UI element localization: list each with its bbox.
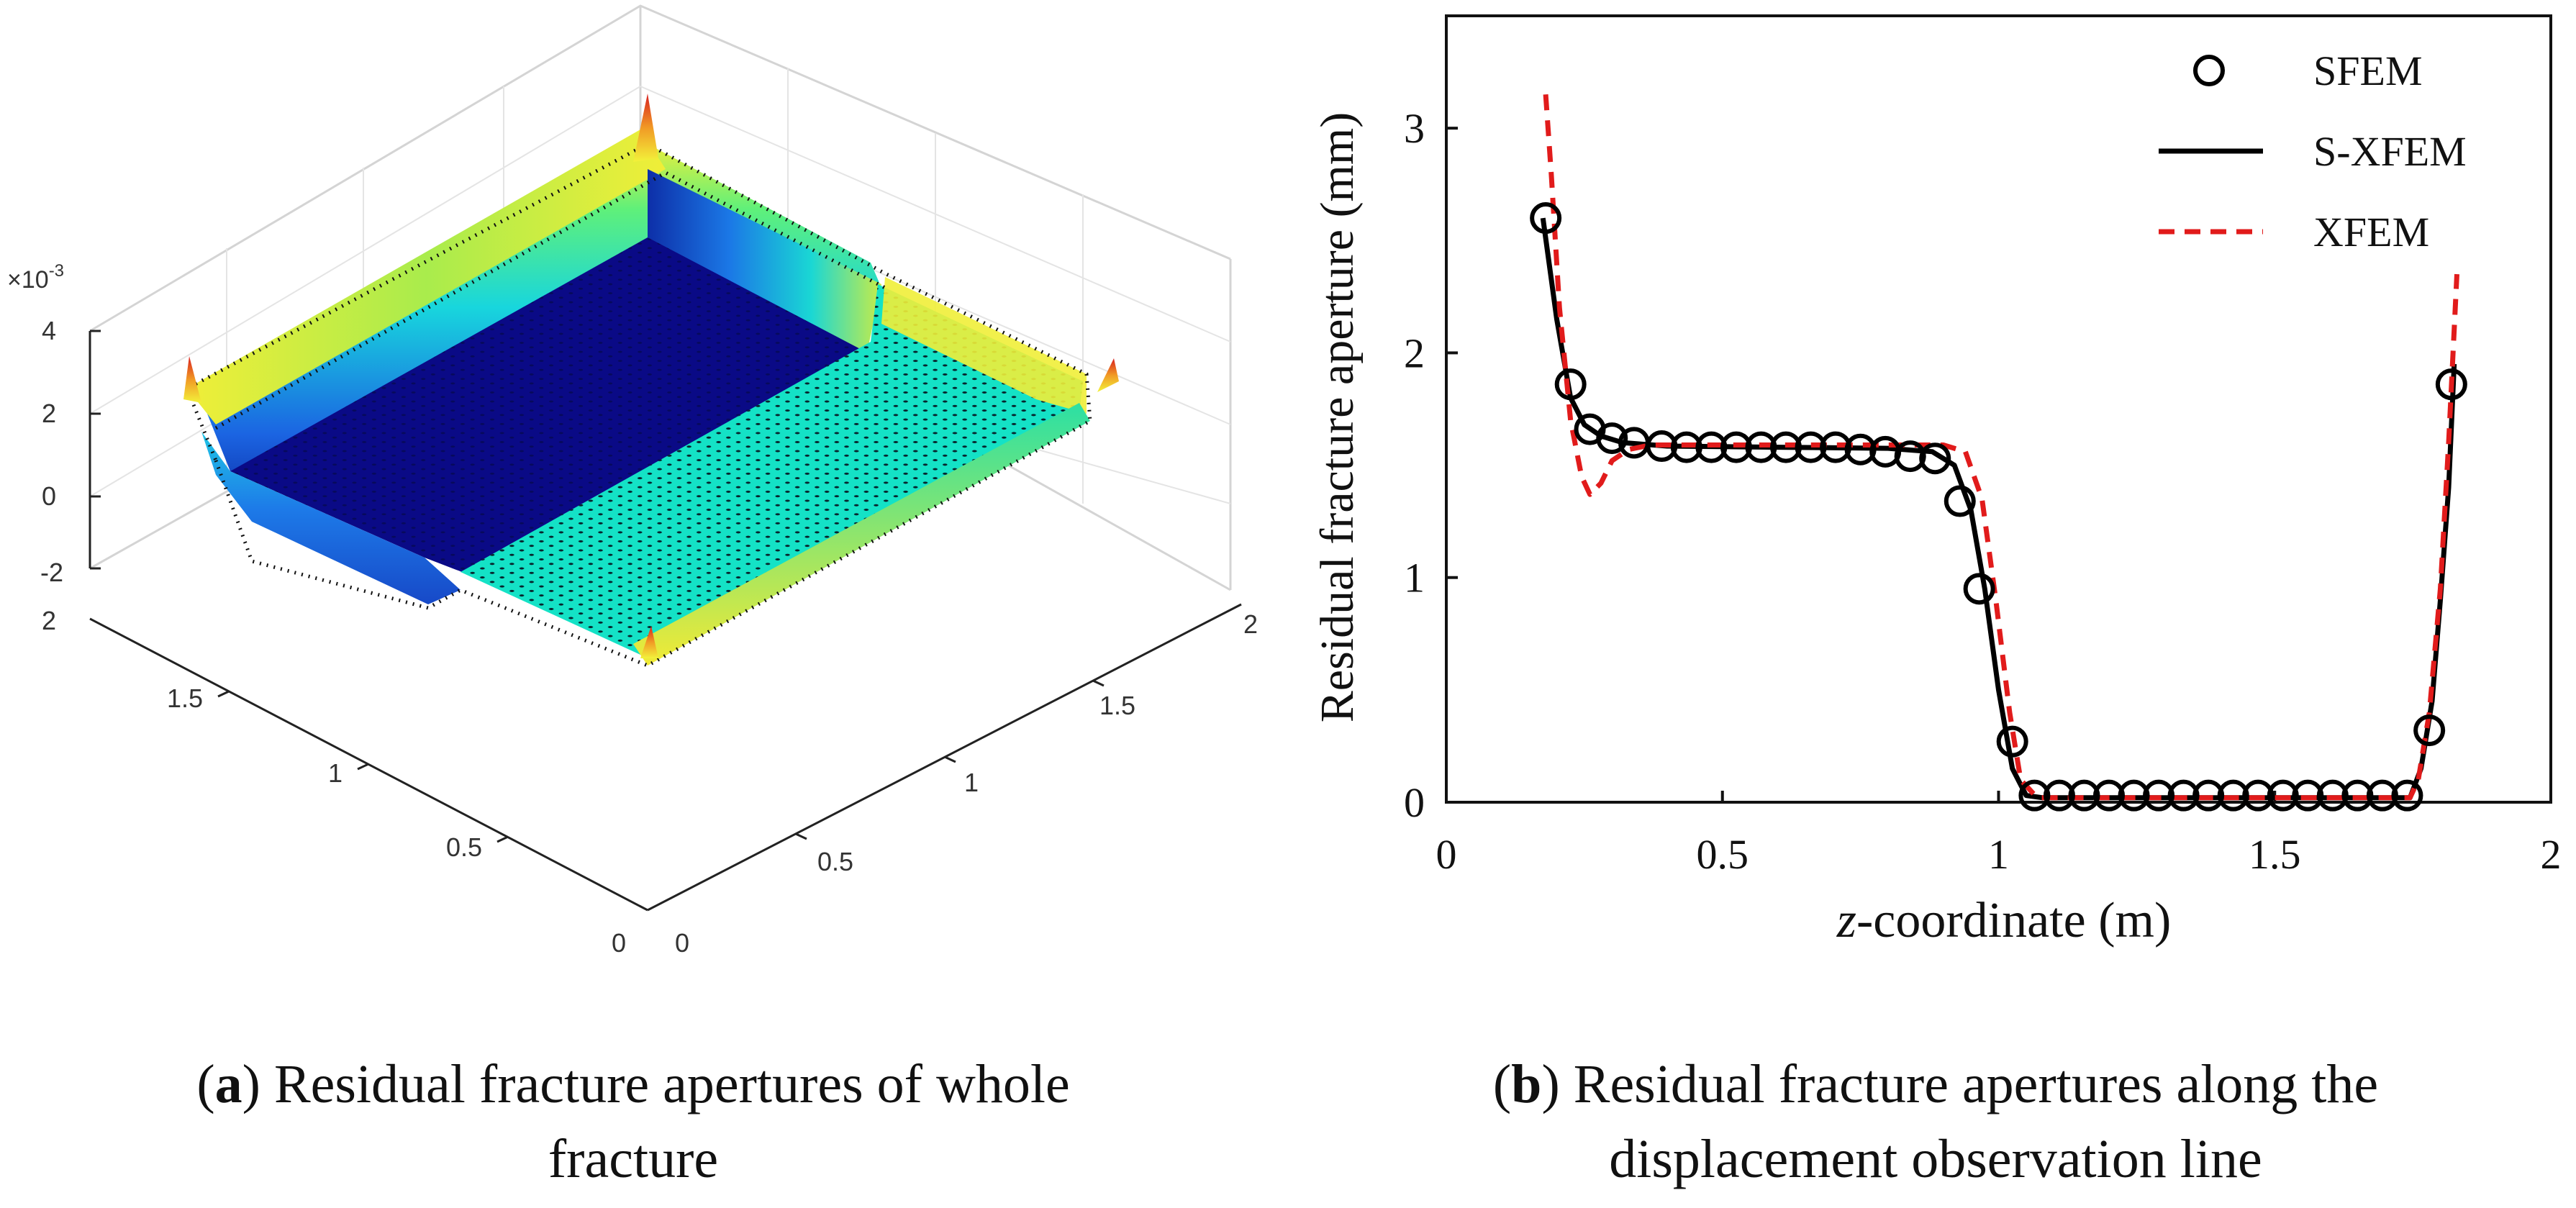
legend: SFEM S-XFEM XFEM bbox=[2159, 47, 2467, 255]
tick-marks bbox=[90, 330, 1105, 843]
caption-a-line2: fracture bbox=[548, 1129, 719, 1189]
front-rim bbox=[633, 403, 1090, 666]
y-tick-label: 3 bbox=[1404, 105, 1425, 152]
sfem-marker bbox=[2292, 779, 2324, 812]
x-tick-label: 1.5 bbox=[1099, 691, 1135, 720]
closed-region-dots bbox=[461, 284, 1083, 655]
y-tick-label: 2 bbox=[1404, 330, 1425, 376]
x-ticks: 0 0.5 1 1.5 2 bbox=[1436, 791, 2562, 878]
y-tick-label: 1 bbox=[1404, 555, 1425, 601]
caption-b-line1: (b) Residual fracture apertures along th… bbox=[1492, 1054, 2379, 1114]
sfem-marker bbox=[1720, 431, 1752, 463]
z-tick-label: 4 bbox=[42, 316, 56, 345]
sfem-marker bbox=[1770, 431, 1802, 463]
x-tick-label: 1 bbox=[1988, 831, 2009, 878]
front-left-wall bbox=[201, 432, 461, 604]
sxfem-line bbox=[1540, 217, 2457, 801]
sfem-marker bbox=[1894, 440, 1926, 473]
sfem-marker bbox=[1554, 368, 1587, 401]
sfem-marker bbox=[1695, 431, 1728, 463]
sfem-marker bbox=[2217, 779, 2249, 812]
y-tick-label: 1 bbox=[328, 758, 343, 788]
sfem-marker bbox=[1646, 430, 1678, 463]
sfem-marker bbox=[2316, 779, 2349, 812]
x-tick-label: 0.5 bbox=[817, 847, 853, 876]
z-tick-label: -2 bbox=[40, 558, 63, 587]
x-tick-label: 2 bbox=[2541, 831, 2562, 878]
panel-a-surface-plot: ×10-3 4 2 0 -2 2 1.5 1 0.5 0 0 0.5 1 1.5… bbox=[7, 4, 1258, 958]
x-tick-label: 1 bbox=[964, 768, 979, 797]
sfem-marker bbox=[2118, 779, 2150, 812]
legend-sfem-symbol bbox=[2193, 55, 2225, 86]
sfem-marker bbox=[2341, 779, 2374, 812]
x-axis-label-rest: -coordinate (m) bbox=[1856, 893, 2171, 948]
caption-b-letter: b bbox=[1511, 1054, 1542, 1114]
sfem-marker bbox=[2366, 779, 2398, 812]
x-tick-label: 0 bbox=[675, 928, 689, 958]
sfem-marker bbox=[1670, 431, 1702, 463]
caption-b-line2: displacement observation line bbox=[1609, 1129, 2262, 1189]
sfem-marker bbox=[2068, 779, 2100, 812]
sfem-marker bbox=[2267, 779, 2299, 812]
caption-b: (b) Residual fracture apertures along th… bbox=[1310, 1047, 2562, 1196]
z-tick-label: 0 bbox=[42, 481, 56, 511]
sfem-marker bbox=[1844, 433, 1877, 466]
x-tick-label: 2 bbox=[1243, 609, 1258, 639]
y-tick-label: 2 bbox=[42, 606, 56, 635]
sfem-marker bbox=[2435, 368, 2467, 401]
sfem-marker bbox=[1919, 442, 1951, 475]
sfem-marker bbox=[2043, 779, 2075, 812]
x-axis-label: z-coordinate (m) bbox=[1836, 893, 2172, 948]
right-inner-wall bbox=[648, 169, 881, 353]
legend-label: S-XFEM bbox=[2313, 128, 2467, 175]
spike-left bbox=[183, 356, 201, 403]
y-axis-label: Residual fracture aperture (mm) bbox=[1311, 112, 1364, 722]
y-tick-label: 0 bbox=[1404, 779, 1425, 826]
sfem-marker bbox=[2018, 779, 2051, 812]
sfem-marker bbox=[1944, 485, 1976, 517]
caption-a: (a) Residual fracture apertures of whole… bbox=[14, 1047, 1252, 1196]
panel-b-line-chart: 0 0.5 1 1.5 2 0 1 2 3 SFEM S-XFEM XFEM Residual f… bbox=[1311, 14, 2562, 948]
sfem-marker bbox=[1596, 422, 1628, 455]
sfem-marker bbox=[1820, 431, 1852, 463]
legend-label: SFEM bbox=[2313, 47, 2423, 94]
sfem-marker bbox=[2143, 779, 2175, 812]
caption-a-line1: (a) Residual fracture apertures of whole bbox=[196, 1054, 1070, 1114]
z-tick-label: 2 bbox=[42, 399, 56, 428]
caption-a-letter: a bbox=[214, 1054, 242, 1114]
sfem-marker bbox=[1963, 573, 1995, 605]
floor-axes bbox=[89, 331, 1242, 912]
spike-back bbox=[633, 94, 658, 162]
back-rim bbox=[187, 130, 666, 424]
sfem-marker bbox=[1996, 725, 2028, 758]
x-tick-label: 0 bbox=[1436, 831, 1457, 878]
series-layer bbox=[1530, 94, 2467, 812]
right-rim bbox=[881, 277, 1087, 414]
sfem-marker bbox=[2192, 779, 2225, 812]
legend-label: XFEM bbox=[2313, 209, 2429, 255]
sfem-marker bbox=[2391, 779, 2423, 812]
y-ticks: 0 1 2 3 bbox=[1404, 105, 1458, 826]
fracture-floor-dots bbox=[230, 237, 867, 576]
spike-front bbox=[640, 626, 658, 658]
sfem-marker bbox=[1530, 202, 1562, 235]
spike-right bbox=[1097, 358, 1119, 392]
y-tick-label: 1.5 bbox=[167, 684, 203, 713]
y-tick-label: 0 bbox=[612, 928, 626, 958]
sfem-marker bbox=[2242, 779, 2275, 812]
sfem-marker bbox=[1795, 431, 1827, 463]
sfem-marker bbox=[2167, 779, 2200, 812]
y-tick-label: 0.5 bbox=[446, 832, 482, 862]
x-tick-label: 0.5 bbox=[1697, 831, 1749, 878]
sfem-marker bbox=[1745, 431, 1777, 463]
sfem-marker bbox=[2413, 714, 2446, 747]
xfem-line bbox=[1543, 94, 2459, 801]
sfem-marker bbox=[2093, 779, 2125, 812]
x-axis-label-italic: z bbox=[1836, 893, 1856, 948]
z-exponent: ×10-3 bbox=[7, 261, 64, 294]
x-tick-label: 1.5 bbox=[2249, 831, 2301, 878]
